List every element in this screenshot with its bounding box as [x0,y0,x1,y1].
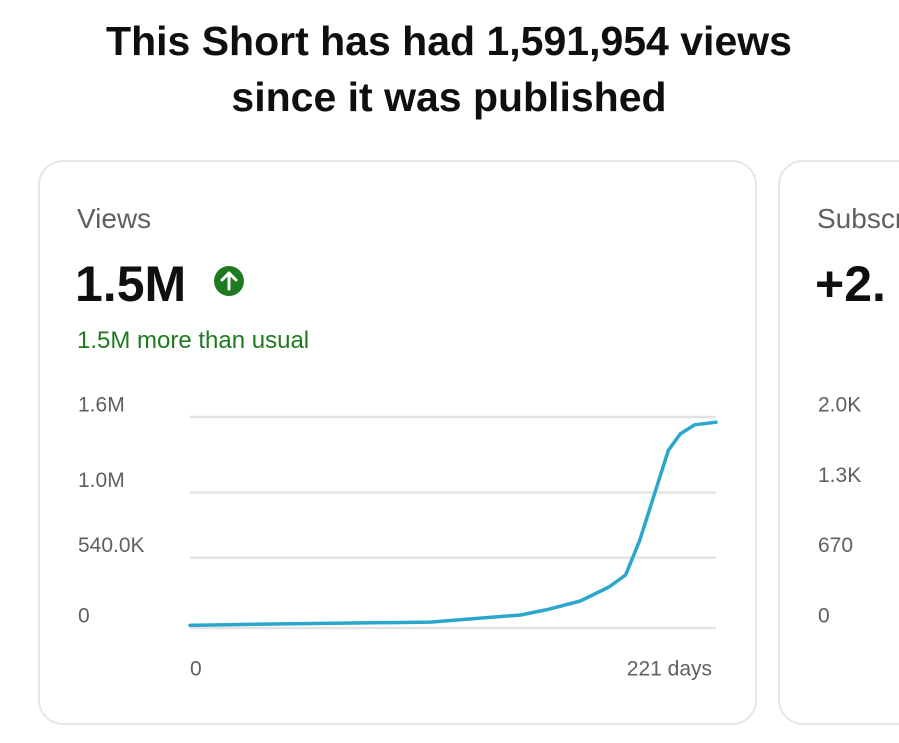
card [778,160,899,725]
y-tick-label: 1.0M [78,469,125,492]
x-tick-label: 0 [190,658,202,681]
y-tick-label: 540.0K [78,534,145,557]
card-value: +2. [815,256,886,312]
headline: This Short has had 1,591,954 views [106,18,792,64]
y-tick-label: 1.3K [818,464,861,487]
y-tick-label: 0 [78,605,90,628]
x-tick-label: 221 days [627,658,712,681]
card [38,160,757,725]
headline: since it was published [231,74,666,120]
card-note: 1.5M more than usual [77,327,309,354]
card-value: 1.5M [75,256,186,312]
y-tick-label: 670 [818,534,853,557]
line-series [188,420,718,628]
y-tick-label: 1.6M [78,394,125,417]
up-icon [214,266,244,296]
y-tick-label: 2.0K [818,394,861,417]
card-label: Subscribers [817,203,899,234]
y-tick-label: 0 [818,605,830,628]
card-label: Views [77,203,151,234]
